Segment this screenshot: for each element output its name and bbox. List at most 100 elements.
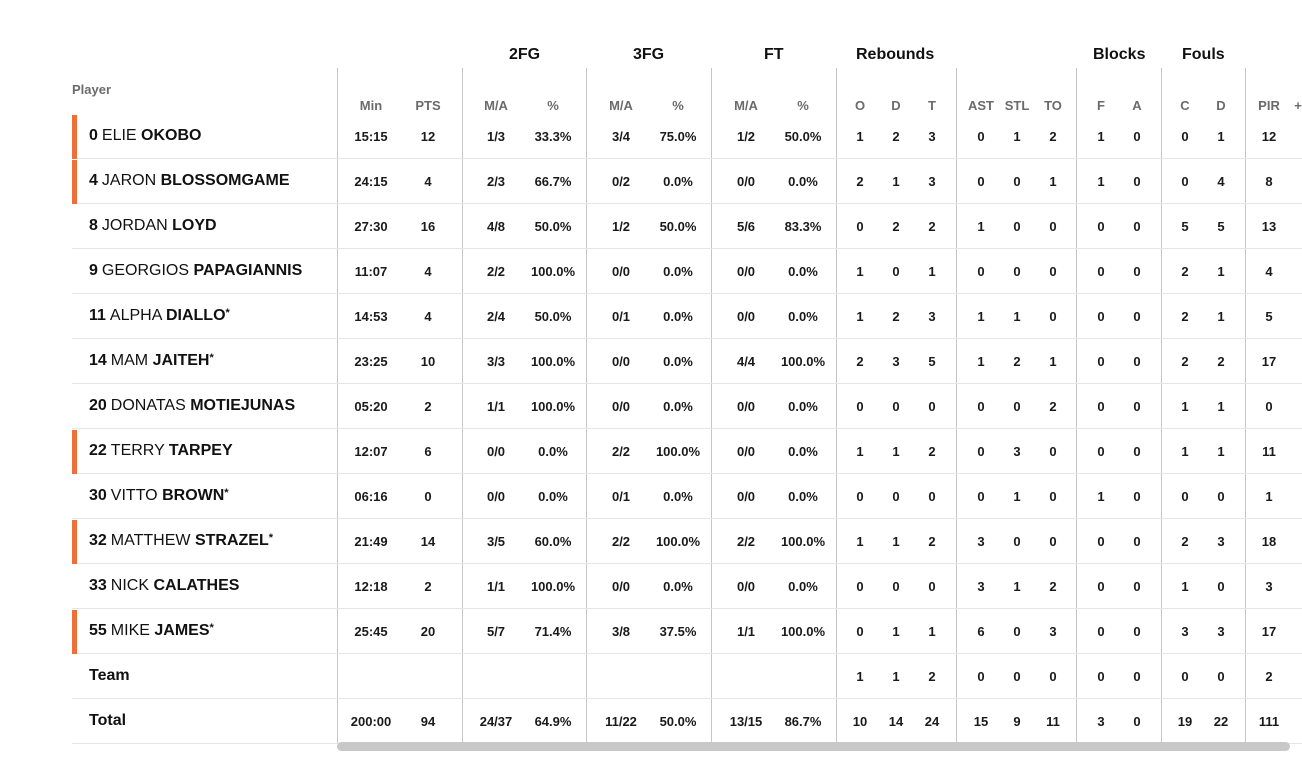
cell-min: 05:20	[354, 399, 388, 414]
col-header-2fg-pct[interactable]: %	[547, 98, 559, 113]
col-header-ast[interactable]: AST	[968, 98, 994, 113]
cell-fg3p: 0.0%	[663, 489, 693, 504]
cell-pts: 10	[420, 354, 436, 369]
cell-fc: 2	[1181, 264, 1189, 279]
player-name-link[interactable]: 55 MIKE JAMES*	[89, 622, 214, 640]
cell-stl: 1	[1013, 579, 1021, 594]
cell-d: 1	[892, 534, 900, 549]
player-name-link[interactable]: 33 NICK CALATHES	[89, 577, 239, 595]
player-name-link[interactable]: 4 JARON BLOSSOMGAME	[89, 172, 289, 190]
cell-fd: 22	[1213, 714, 1229, 729]
col-header-3fg-ma[interactable]: M/A	[609, 98, 633, 113]
cell-pts: 4	[424, 174, 432, 189]
cell-fc: 0	[1181, 129, 1189, 144]
player-last-name: BLOSSOMGAME	[160, 172, 290, 189]
cell-fg3ma: 2/2	[611, 444, 631, 459]
cell-fg2ma: 2/2	[486, 264, 506, 279]
cell-ast: 3	[977, 579, 985, 594]
cell-d: 1	[892, 444, 900, 459]
col-header-blk-a[interactable]: A	[1132, 98, 1142, 113]
total-row: Total 200:00 94 24/37 64.9% 11/22 50.0% 13/15 86…	[72, 698, 1302, 744]
horizontal-scrollbar[interactable]	[337, 742, 1290, 751]
cell-ftma: 0/0	[736, 579, 756, 594]
cell-ast: 6	[977, 624, 985, 639]
cell-pir: 5	[1265, 309, 1273, 324]
player-number: 14	[89, 352, 107, 369]
cell-ba: 0	[1133, 579, 1141, 594]
player-first-name: JARON	[101, 172, 157, 189]
table-row: 11 ALPHA DIALLO* 14:53 4 2/4 50.0% 0/1 0.0% 0/0 0…	[72, 293, 1302, 339]
player-name-link[interactable]: 9 GEORGIOS PAPAGIANNIS	[89, 262, 302, 280]
cell-ftp: 0.0%	[788, 174, 818, 189]
cell-fg3p: 75.0%	[659, 129, 697, 144]
cell-to: 0	[1049, 489, 1057, 504]
player-name-link[interactable]: 20 DONATAS MOTIEJUNAS	[89, 397, 295, 415]
cell-min: 200:00	[350, 714, 392, 729]
cell-pts: 12	[420, 129, 436, 144]
cell-fg3ma: 2/2	[611, 534, 631, 549]
cell-fg2ma: 1/1	[486, 399, 506, 414]
cell-ast: 0	[977, 399, 985, 414]
cell-fd: 0	[1217, 669, 1225, 684]
cell-ftma: 1/1	[736, 624, 756, 639]
player-name-link[interactable]: 22 TERRY TARPEY	[89, 442, 233, 460]
cell-fg3p: 50.0%	[659, 219, 697, 234]
col-header-3fg-pct[interactable]: %	[672, 98, 684, 113]
cell-o: 1	[856, 669, 864, 684]
cell-ftp: 0.0%	[788, 579, 818, 594]
group-header-rebounds: Rebounds	[856, 46, 935, 63]
cell-fg3p: 0.0%	[663, 354, 693, 369]
cell-fg3p: 0.0%	[663, 579, 693, 594]
cell-fg2ma: 2/3	[486, 174, 506, 189]
cell-stl: 0	[1013, 399, 1021, 414]
cell-ba: 0	[1133, 354, 1141, 369]
cell-fg3p: 0.0%	[663, 264, 693, 279]
col-header-stl[interactable]: STL	[1004, 98, 1030, 113]
cell-stl: 2	[1013, 354, 1021, 369]
col-header-min[interactable]: Min	[359, 98, 383, 113]
player-name-link[interactable]: 0 ELIE OKOBO	[89, 127, 202, 145]
col-header-pir[interactable]: PIR	[1258, 98, 1280, 113]
player-last-name: DIALLO	[165, 307, 226, 324]
player-name-link[interactable]: 30 VITTO BROWN*	[89, 487, 229, 505]
player-name-link[interactable]: 8 JORDAN LOYD	[89, 217, 217, 235]
cell-pir: 18	[1261, 534, 1277, 549]
cell-fg2ma: 0/0	[486, 444, 506, 459]
cell-min: 15:15	[354, 129, 388, 144]
cell-ftma: 1/2	[736, 129, 756, 144]
cell-fg2p: 50.0%	[534, 219, 572, 234]
cell-to: 0	[1049, 669, 1057, 684]
cell-fg3p: 37.5%	[659, 624, 697, 639]
cell-bf: 0	[1097, 399, 1105, 414]
col-header-reb-o[interactable]: O	[854, 98, 866, 113]
cell-stl: 0	[1013, 264, 1021, 279]
col-header-ft-pct[interactable]: %	[797, 98, 809, 113]
col-header-2fg-ma[interactable]: M/A	[484, 98, 508, 113]
cell-o: 2	[856, 174, 864, 189]
cell-ast: 0	[977, 129, 985, 144]
cell-fc: 2	[1181, 309, 1189, 324]
player-name-link[interactable]: 11 ALPHA DIALLO*	[89, 307, 230, 325]
col-header-ft-ma[interactable]: M/A	[734, 98, 758, 113]
col-header-pts[interactable]: PTS	[415, 98, 441, 113]
column-divider	[337, 68, 338, 744]
col-header-foul-d[interactable]: D	[1216, 98, 1226, 113]
cell-pts: 16	[420, 219, 436, 234]
col-header-more[interactable]: +	[1294, 98, 1302, 113]
cell-fc: 1	[1181, 399, 1189, 414]
cell-ftma: 0/0	[736, 489, 756, 504]
player-name-link[interactable]: 32 MATTHEW STRAZEL*	[89, 532, 273, 550]
col-header-to[interactable]: TO	[1044, 98, 1062, 113]
player-name-link[interactable]: 14 MAM JAITEH*	[89, 352, 214, 370]
col-header-foul-c[interactable]: C	[1180, 98, 1190, 113]
col-header-blk-f[interactable]: F	[1097, 98, 1105, 113]
cell-fd: 3	[1217, 624, 1225, 639]
cell-to: 1	[1049, 354, 1057, 369]
col-header-reb-t[interactable]: T	[928, 98, 936, 113]
col-header-reb-d[interactable]: D	[891, 98, 901, 113]
group-header-blocks: Blocks	[1093, 46, 1146, 63]
player-last-name: PAPAGIANNIS	[193, 262, 303, 279]
cell-pts: 94	[420, 714, 436, 729]
cell-t: 24	[924, 714, 940, 729]
cell-fc: 0	[1181, 669, 1189, 684]
